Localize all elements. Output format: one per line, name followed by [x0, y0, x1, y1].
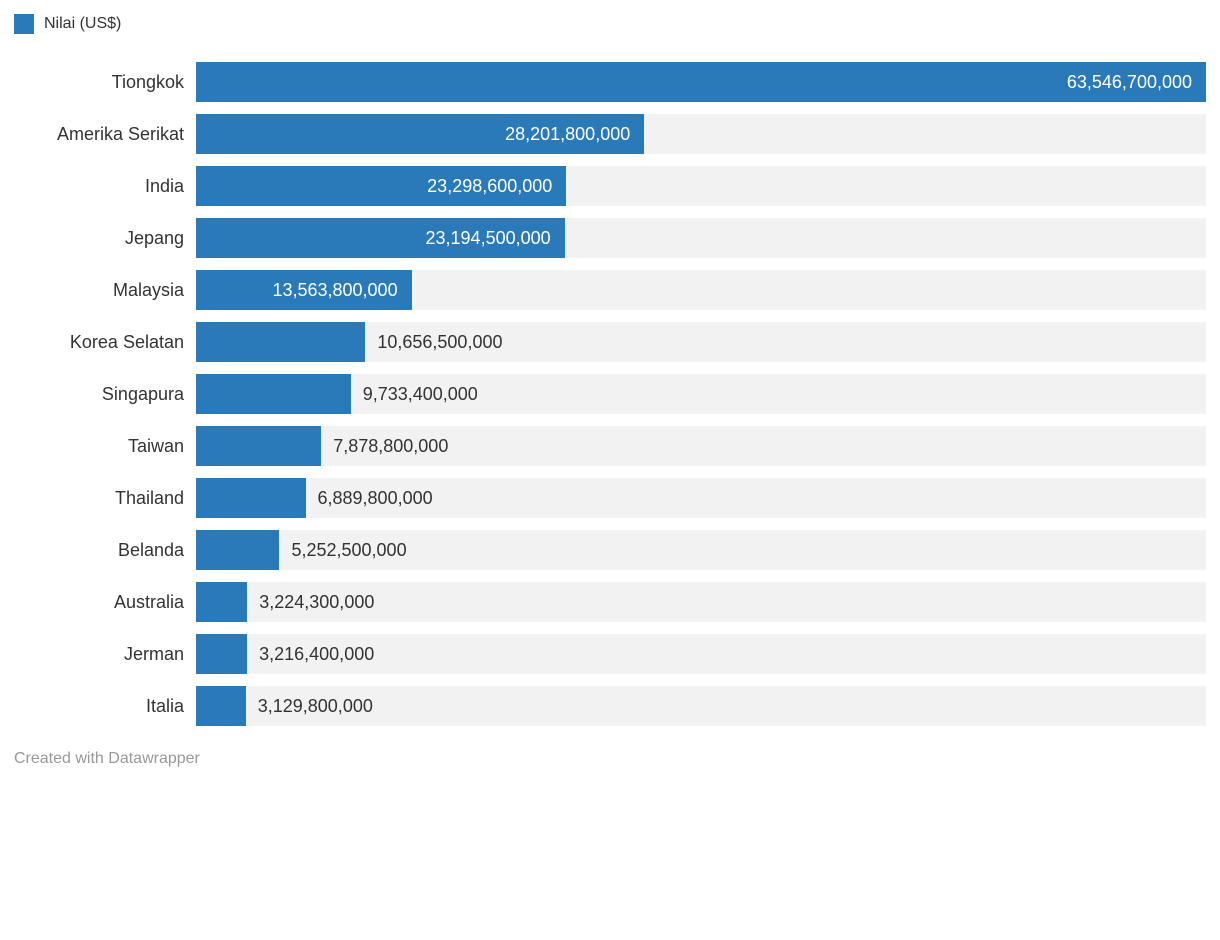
bar: 5,252,500,000 [196, 530, 279, 570]
value-label: 23,298,600,000 [427, 166, 566, 206]
bar: 3,216,400,000 [196, 634, 247, 674]
bar-track: 23,298,600,000 [196, 166, 1206, 206]
bar-track: 63,546,700,000 [196, 62, 1206, 102]
category-label: Jerman [14, 634, 196, 674]
footer-attribution: Created with Datawrapper [14, 750, 1206, 768]
bar-row: Taiwan7,878,800,000 [14, 426, 1206, 466]
value-label: 23,194,500,000 [426, 218, 565, 258]
bar-row: Italia3,129,800,000 [14, 686, 1206, 726]
legend: Nilai (US$) [14, 14, 1206, 34]
bar-row: Tiongkok 63,546,700,000 [14, 62, 1206, 102]
bar-chart: Tiongkok 63,546,700,000 Amerika Serikat 28,… [14, 62, 1206, 726]
bar-track: 28,201,800,000 [196, 114, 1206, 154]
bar-track: 3,129,800,000 [196, 686, 1206, 726]
bar: 7,878,800,000 [196, 426, 321, 466]
bar: 63,546,700,000 [196, 62, 1206, 102]
bar-row: Singapura9,733,400,000 [14, 374, 1206, 414]
value-label: 9,733,400,000 [351, 374, 478, 414]
bar: 23,194,500,000 [196, 218, 565, 258]
bar-track: 3,224,300,000 [196, 582, 1206, 622]
bar-row: Amerika Serikat 28,201,800,000 [14, 114, 1206, 154]
category-label: Amerika Serikat [14, 114, 196, 154]
value-label: 63,546,700,000 [1067, 62, 1206, 102]
value-label: 28,201,800,000 [505, 114, 644, 154]
bar-track: 6,889,800,000 [196, 478, 1206, 518]
bar-track: 7,878,800,000 [196, 426, 1206, 466]
bar: 9,733,400,000 [196, 374, 351, 414]
bar-track: 10,656,500,000 [196, 322, 1206, 362]
value-label: 13,563,800,000 [272, 270, 411, 310]
value-label: 3,224,300,000 [247, 582, 374, 622]
value-label: 5,252,500,000 [279, 530, 406, 570]
bar-row: India 23,298,600,000 [14, 166, 1206, 206]
bar: 3,129,800,000 [196, 686, 246, 726]
value-label: 10,656,500,000 [365, 322, 502, 362]
bar-track: 5,252,500,000 [196, 530, 1206, 570]
bar-row: Jepang 23,194,500,000 [14, 218, 1206, 258]
category-label: Italia [14, 686, 196, 726]
category-label: Australia [14, 582, 196, 622]
category-label: Korea Selatan [14, 322, 196, 362]
category-label: Belanda [14, 530, 196, 570]
bar-track: 9,733,400,000 [196, 374, 1206, 414]
bar: 10,656,500,000 [196, 322, 365, 362]
bar-row: Malaysia 13,563,800,000 [14, 270, 1206, 310]
bar: 13,563,800,000 [196, 270, 412, 310]
bar-row: Belanda5,252,500,000 [14, 530, 1206, 570]
category-label: Tiongkok [14, 62, 196, 102]
bar-track: 3,216,400,000 [196, 634, 1206, 674]
bar-track: 23,194,500,000 [196, 218, 1206, 258]
category-label: Thailand [14, 478, 196, 518]
bar-track: 13,563,800,000 [196, 270, 1206, 310]
bar-row: Thailand6,889,800,000 [14, 478, 1206, 518]
bar: 3,224,300,000 [196, 582, 247, 622]
category-label: Jepang [14, 218, 196, 258]
bar-row: Jerman3,216,400,000 [14, 634, 1206, 674]
bar: 23,298,600,000 [196, 166, 566, 206]
value-label: 3,129,800,000 [246, 686, 373, 726]
value-label: 7,878,800,000 [321, 426, 448, 466]
value-label: 6,889,800,000 [306, 478, 433, 518]
legend-swatch [14, 14, 34, 34]
bar: 28,201,800,000 [196, 114, 644, 154]
bar-row: Korea Selatan10,656,500,000 [14, 322, 1206, 362]
category-label: India [14, 166, 196, 206]
category-label: Singapura [14, 374, 196, 414]
bar: 6,889,800,000 [196, 478, 306, 518]
category-label: Malaysia [14, 270, 196, 310]
value-label: 3,216,400,000 [247, 634, 374, 674]
legend-label: Nilai (US$) [44, 15, 121, 33]
category-label: Taiwan [14, 426, 196, 466]
bar-row: Australia3,224,300,000 [14, 582, 1206, 622]
